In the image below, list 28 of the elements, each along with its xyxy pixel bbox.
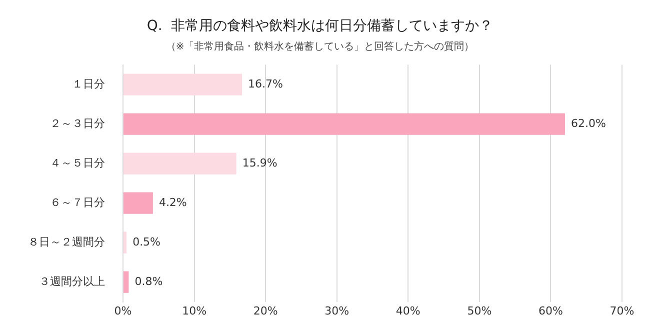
x-tick-label: 20%	[253, 304, 278, 318]
chart-title: Q. 非常用の食料や飲料水は何日分備蓄していますか？	[146, 18, 494, 34]
data-label: 16.7%	[248, 77, 283, 90]
x-tick-label: 0%	[114, 304, 132, 318]
bar	[124, 271, 129, 293]
data-label: 15.9%	[242, 156, 278, 170]
x-tick-label: 70%	[610, 304, 634, 318]
y-tick-label: ４～５日分	[50, 156, 105, 170]
x-tick-label: 10%	[182, 304, 207, 318]
bar	[124, 74, 242, 96]
x-tick-label: 50%	[467, 304, 492, 318]
bar	[124, 232, 127, 254]
data-label: 0.8%	[134, 274, 163, 288]
data-label: 4.2%	[158, 196, 187, 209]
y-tick-label: ２～３日分	[50, 116, 105, 130]
x-tick-label: 40%	[396, 304, 420, 318]
bar	[124, 192, 153, 214]
data-label: 62.0%	[570, 116, 606, 130]
bar	[124, 152, 236, 174]
bar	[124, 113, 565, 135]
y-tick-label: ３週間分以上	[39, 274, 105, 288]
x-tick-label: 30%	[324, 304, 350, 318]
y-tick-label: １日分	[72, 77, 105, 90]
y-tick-label: ６～７日分	[50, 196, 105, 209]
data-label: 0.5%	[132, 235, 161, 248]
y-tick-label: ８日～２週間分	[28, 235, 105, 248]
chart-subtitle: （※「非常用食品・飲料水を備蓄している」と回答した方への質問）	[166, 40, 474, 52]
x-tick-label: 60%	[538, 304, 563, 318]
